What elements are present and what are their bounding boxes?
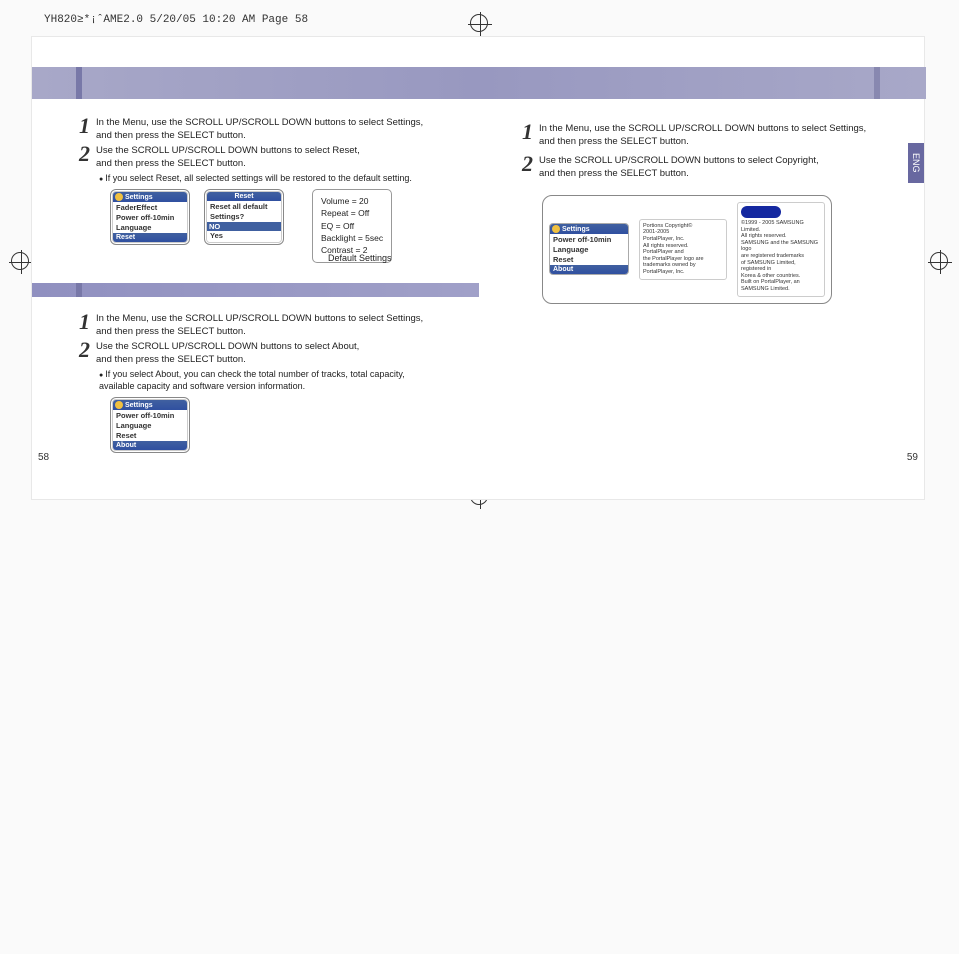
menu-item: Reset all default bbox=[210, 202, 278, 212]
page-number-left: 58 bbox=[38, 452, 49, 463]
step-number: 1 bbox=[79, 311, 90, 333]
about-screen-left: Settings Power off-10min Language Reset … bbox=[110, 397, 190, 453]
step-number: 1 bbox=[79, 115, 90, 137]
menu-item: Language bbox=[116, 421, 184, 431]
screen-body: FaderEffect Power off-10min Language bbox=[113, 202, 187, 233]
left-accent-bar bbox=[76, 67, 82, 99]
header-gradient bbox=[32, 67, 926, 99]
globe-icon bbox=[115, 193, 123, 201]
setting-line: Repeat = Off bbox=[321, 207, 383, 219]
copyright-screens: Settings Power off-10min Language Reset … bbox=[542, 195, 832, 304]
registration-mark-top bbox=[470, 14, 488, 32]
language-tab: ENG bbox=[908, 143, 924, 183]
step-text: Use the SCROLL UP/SCROLL DOWN buttons to… bbox=[539, 155, 819, 181]
section2-accent bbox=[76, 283, 82, 297]
copyright-info-2: ©1999 - 2005 SAMSUNG Limited. All rights… bbox=[737, 202, 825, 297]
menu-item: Reset bbox=[116, 431, 184, 441]
section2-bar bbox=[32, 283, 479, 297]
menu-item: Language bbox=[553, 245, 625, 255]
screen-body: Power off-10min Language Reset bbox=[113, 410, 187, 441]
screen-footer: About bbox=[113, 441, 187, 450]
globe-icon bbox=[115, 401, 123, 409]
left-s2-step1: 1 In the Menu, use the SCROLL UP/SCROLL … bbox=[79, 313, 423, 339]
menu-item: Power off-10min bbox=[553, 235, 625, 245]
menu-item: Yes bbox=[210, 231, 278, 241]
menu-item: FaderEffect bbox=[116, 203, 184, 213]
right-step2: 2 Use the SCROLL UP/SCROLL DOWN buttons … bbox=[522, 155, 819, 181]
screen-footer: Reset bbox=[113, 233, 187, 242]
menu-item: Power off-10min bbox=[116, 213, 184, 223]
menu-item: Reset bbox=[553, 255, 625, 265]
default-caption: Default Settings bbox=[328, 253, 392, 263]
setting-line: Volume = 20 bbox=[321, 195, 383, 207]
left-s1-bullet: If you select Reset, all selected settin… bbox=[99, 172, 412, 184]
step-number: 2 bbox=[522, 153, 533, 175]
screen-title: Settings bbox=[125, 402, 153, 409]
screen-title: Settings bbox=[125, 194, 153, 201]
registration-mark-left bbox=[11, 252, 29, 270]
setting-line: Backlight = 5sec bbox=[321, 232, 383, 244]
screen-body: Power off-10min Language Reset bbox=[550, 234, 628, 265]
step-number: 1 bbox=[522, 121, 533, 143]
step-text: In the Menu, use the SCROLL UP/SCROLL DO… bbox=[539, 123, 866, 149]
about-screen-right: Settings Power off-10min Language Reset … bbox=[549, 223, 629, 275]
page-spread: 1 In the Menu, use the SCROLL UP/SCROLL … bbox=[31, 36, 925, 500]
menu-item: Settings? bbox=[210, 212, 278, 222]
reset-screen: Reset Reset all default Settings? NO Yes bbox=[204, 189, 284, 245]
settings-screen-1: Settings FaderEffect Power off-10min Lan… bbox=[110, 189, 190, 245]
page-number-right: 59 bbox=[907, 452, 918, 463]
copyright-text: ©1999 - 2005 SAMSUNG Limited. All rights… bbox=[741, 220, 821, 293]
left-s1-step1: 1 In the Menu, use the SCROLL UP/SCROLL … bbox=[79, 117, 423, 143]
globe-icon bbox=[552, 225, 560, 233]
print-header: YH820≥*¡ˆAME2.0 5/20/05 10:20 AM Page 58 bbox=[44, 14, 308, 26]
screen-title: Settings bbox=[562, 226, 590, 233]
setting-line: EQ = Off bbox=[321, 220, 383, 232]
step-text: Use the SCROLL UP/SCROLL DOWN buttons to… bbox=[96, 341, 359, 367]
screen-title: Reset bbox=[234, 193, 253, 200]
default-settings-box: Volume = 20 Repeat = Off EQ = Off Backli… bbox=[312, 189, 392, 263]
left-s2-bullet: If you select About, you can check the t… bbox=[99, 368, 405, 393]
right-step1: 1 In the Menu, use the SCROLL UP/SCROLL … bbox=[522, 123, 866, 149]
registration-mark-right bbox=[930, 252, 948, 270]
screen-body: Reset all default Settings? NO Yes bbox=[207, 201, 281, 242]
copyright-info-1: Portions Copyright© 2001-2005 PortalPlay… bbox=[639, 219, 727, 280]
samsung-logo bbox=[741, 206, 781, 218]
menu-item-selected: NO bbox=[207, 222, 281, 232]
left-s2-step2: 2 Use the SCROLL UP/SCROLL DOWN buttons … bbox=[79, 341, 359, 367]
menu-item: Language bbox=[116, 223, 184, 233]
screen-footer: About bbox=[550, 265, 628, 274]
left-s1-step2: 2 Use the SCROLL UP/SCROLL DOWN buttons … bbox=[79, 145, 360, 171]
step-number: 2 bbox=[79, 339, 90, 361]
step-number: 2 bbox=[79, 143, 90, 165]
step-text: In the Menu, use the SCROLL UP/SCROLL DO… bbox=[96, 117, 423, 143]
right-accent-bar bbox=[874, 67, 880, 99]
step-text: Use the SCROLL UP/SCROLL DOWN buttons to… bbox=[96, 145, 360, 171]
step-text: In the Menu, use the SCROLL UP/SCROLL DO… bbox=[96, 313, 423, 339]
menu-item: Power off-10min bbox=[116, 411, 184, 421]
